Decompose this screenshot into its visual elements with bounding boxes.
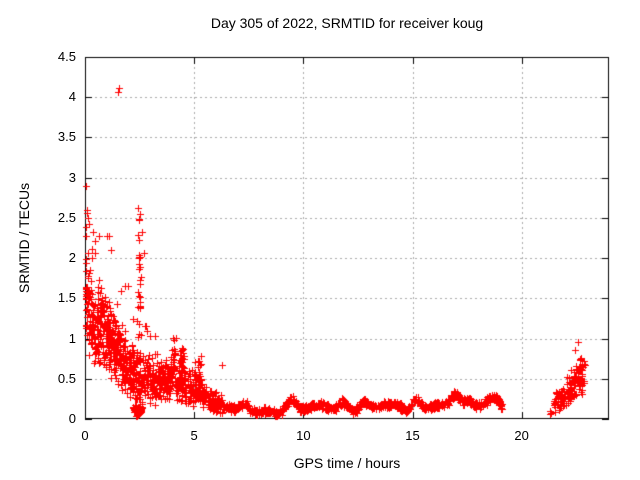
y-tick-label: 4.5 [57, 49, 76, 64]
x-tick-label: 5 [190, 428, 198, 443]
y-tick-label: 1 [68, 330, 76, 346]
y-tick-label: 3.5 [57, 129, 76, 145]
y-tick-label: 4 [68, 89, 76, 105]
y-tick-label: 1.5 [57, 290, 76, 306]
y-tick-label: 3 [68, 169, 76, 185]
x-tick-label: 20 [514, 428, 529, 443]
x-axis-label: GPS time / hours [293, 455, 401, 471]
y-tick-label: 0 [68, 411, 76, 426]
y-tick-label: 0.5 [57, 370, 76, 386]
y-tick-label: 2 [68, 250, 76, 266]
x-tick-label: 0 [81, 428, 89, 443]
x-tick-label: 10 [296, 428, 311, 443]
x-tick-label: 15 [405, 428, 420, 443]
y-tick-label: 2.5 [57, 209, 76, 225]
